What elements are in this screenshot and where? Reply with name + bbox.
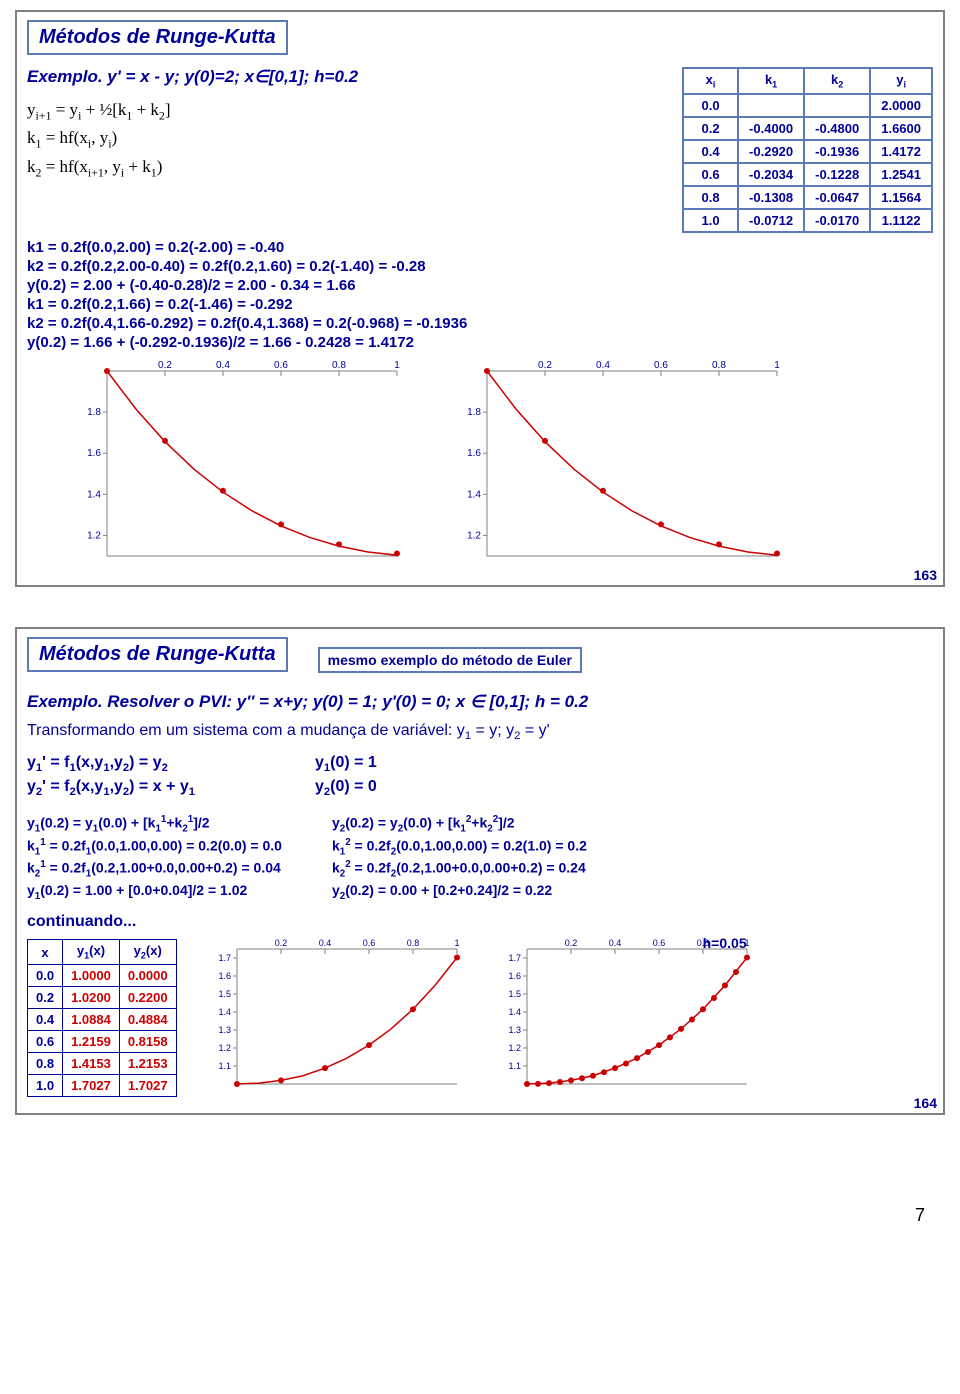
svg-text:1.7: 1.7: [218, 953, 231, 963]
svg-text:1.6: 1.6: [508, 971, 521, 981]
slide-2: Métodos de Runge-Kutta mesmo exemplo do …: [15, 627, 945, 1116]
svg-text:0.8: 0.8: [332, 361, 346, 371]
svg-text:1.2: 1.2: [87, 530, 101, 541]
footer-page-num: 7: [15, 1155, 945, 1226]
svg-text:1: 1: [774, 361, 780, 371]
svg-text:1.4: 1.4: [87, 489, 101, 500]
slide1-page-num: 163: [914, 567, 937, 583]
slide1-chart-2: 0.2 0.4 0.6 0.8 1 1.2 1.4 1.6 1.8: [447, 361, 787, 581]
svg-text:0.8: 0.8: [712, 361, 726, 371]
svg-text:1.4: 1.4: [218, 1007, 231, 1017]
slide-1: Métodos de Runge-Kutta Exemplo. y' = x -…: [15, 10, 945, 587]
chart2b-label: h=0.05: [703, 935, 747, 951]
svg-text:0.4: 0.4: [216, 361, 230, 371]
slide1-calc: k1 = 0.2f(0.0,2.00) = 0.2(-2.00) = -0.40…: [27, 239, 933, 351]
svg-text:1.4: 1.4: [467, 489, 481, 500]
svg-text:1.2: 1.2: [467, 530, 481, 541]
svg-text:0.6: 0.6: [362, 939, 375, 948]
slide2-calcs: y1(0.2) = y1(0.0) + [k11+k21]/2k11 = 0.2…: [27, 812, 933, 903]
slide1-problem: Exemplo. y' = x - y; y(0)=2; x∈[0,1]; h=…: [27, 67, 667, 87]
svg-text:1.5: 1.5: [508, 989, 521, 999]
svg-text:1.2: 1.2: [218, 1043, 231, 1053]
slide2-problem: Exemplo. Resolver o PVI: y'' = x+y; y(0)…: [27, 692, 933, 712]
slide1-math: yi+1 = yi + ½[k1 + k2]k1 = hf(xi, yi)k2 …: [27, 97, 667, 182]
svg-text:1.3: 1.3: [218, 1025, 231, 1035]
svg-text:0.2: 0.2: [274, 939, 287, 948]
svg-text:1: 1: [394, 361, 400, 371]
svg-text:1.2: 1.2: [508, 1043, 521, 1053]
slide1-title: Métodos de Runge-Kutta: [27, 20, 288, 55]
svg-text:1.6: 1.6: [467, 448, 481, 459]
continuation-text: continuando...: [27, 913, 933, 931]
slide2-chart-a: 0.2 0.4 0.6 0.8 1 1.1 1.2 1.3 1.4 1.5 1.6 1.7: [197, 939, 467, 1109]
slide2-title: Métodos de Runge-Kutta: [27, 637, 288, 672]
slide2-chart-b: 0.20.40.60.811.11.21.31.41.51.61.7: [487, 939, 757, 1109]
svg-text:1.5: 1.5: [218, 989, 231, 999]
svg-text:0.4: 0.4: [318, 939, 331, 948]
svg-text:1.4: 1.4: [508, 1007, 521, 1017]
slide1-table: xik1k2yi0.02.00000.2-0.4000-0.48001.6600…: [682, 67, 933, 233]
svg-text:0.2: 0.2: [158, 361, 172, 371]
slide2-chart-b-wrap: h=0.05 0.20.40.60.811.11.21.31.41.51.61.…: [487, 939, 757, 1109]
slide1-charts: 0.2 0.4 0.6 0.8 1 1.2 1.4 1.6 1.8 0.2 0.4 0.6 0.8 1 1…: [27, 361, 933, 581]
svg-text:1.8: 1.8: [87, 407, 101, 418]
slide2-transform: Transformando em um sistema com a mudanç…: [27, 722, 933, 742]
svg-text:1.7: 1.7: [508, 953, 521, 963]
svg-text:1.6: 1.6: [218, 971, 231, 981]
svg-text:0.2: 0.2: [538, 361, 552, 371]
svg-text:1.1: 1.1: [218, 1061, 231, 1071]
svg-text:1.6: 1.6: [87, 448, 101, 459]
slide1-top-row: Exemplo. y' = x - y; y(0)=2; x∈[0,1]; h=…: [27, 67, 933, 233]
svg-text:0.2: 0.2: [564, 939, 577, 948]
slide2-page-num: 164: [914, 1095, 937, 1111]
svg-text:0.6: 0.6: [274, 361, 288, 371]
slide2-bottom: xy1(x)y2(x)0.01.00000.00000.21.02000.220…: [27, 939, 933, 1109]
svg-text:1.8: 1.8: [467, 407, 481, 418]
svg-text:1: 1: [454, 939, 459, 948]
slide2-result-table: xy1(x)y2(x)0.01.00000.00000.21.02000.220…: [27, 939, 177, 1097]
slide2-subbox: mesmo exemplo do método de Euler: [318, 647, 582, 673]
svg-text:0.8: 0.8: [406, 939, 419, 948]
slide1-chart-1: 0.2 0.4 0.6 0.8 1 1.2 1.4 1.6 1.8: [67, 361, 407, 581]
svg-text:0.4: 0.4: [608, 939, 621, 948]
svg-text:1.1: 1.1: [508, 1061, 521, 1071]
svg-text:0.6: 0.6: [654, 361, 668, 371]
svg-text:0.4: 0.4: [596, 361, 610, 371]
slide2-system: y1' = f1(x,y1,y2) = y2y2' = f2(x,y1,y2) …: [27, 750, 933, 802]
svg-text:1.3: 1.3: [508, 1025, 521, 1035]
svg-text:0.6: 0.6: [652, 939, 665, 948]
